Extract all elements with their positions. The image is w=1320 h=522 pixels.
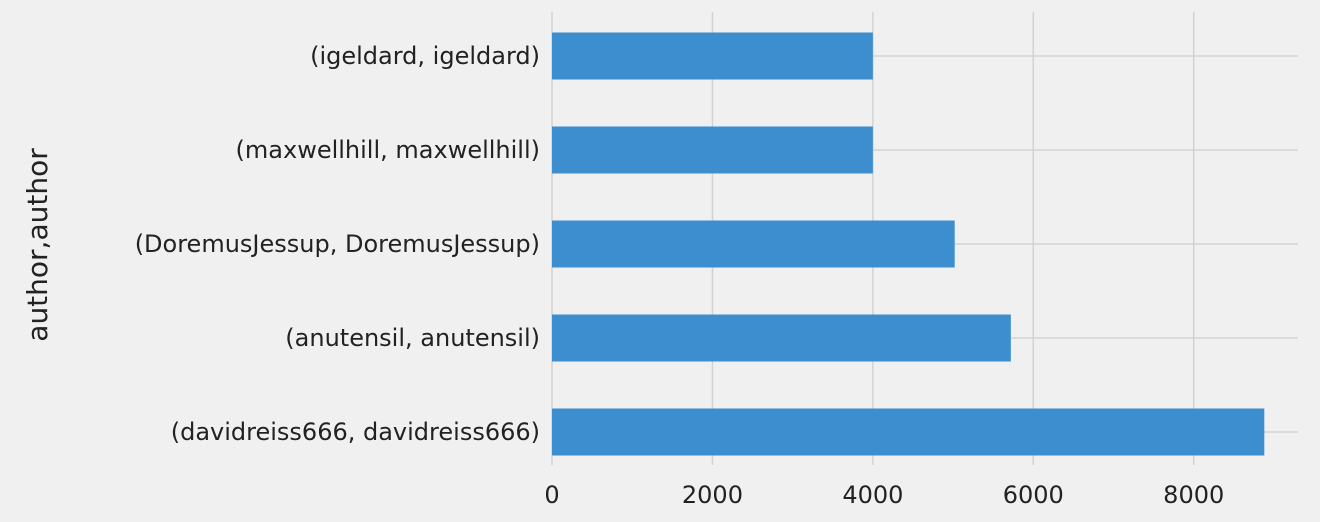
y-axis-title: author,author bbox=[21, 148, 54, 342]
x-tick-label: 8000 bbox=[1163, 481, 1224, 509]
y-tick-label: (igeldard, igeldard) bbox=[310, 42, 540, 70]
y-tick-label: (davidreiss666, davidreiss666) bbox=[171, 418, 540, 446]
bar-1 bbox=[552, 126, 873, 174]
bars bbox=[552, 32, 1265, 456]
x-tick-labels: 0 2000 4000 6000 8000 bbox=[544, 481, 1224, 509]
y-tick-label: (DoremusJessup, DoremusJessup) bbox=[135, 230, 540, 258]
y-tick-labels: (igeldard, igeldard) (maxwellhill, maxwel… bbox=[135, 42, 540, 446]
bar-0 bbox=[552, 32, 873, 80]
x-tick-label: 4000 bbox=[842, 481, 903, 509]
bar-4 bbox=[552, 408, 1265, 456]
x-tick-label: 0 bbox=[544, 481, 559, 509]
x-tick-label: 2000 bbox=[682, 481, 743, 509]
bar-3 bbox=[552, 314, 1011, 362]
x-tick-label: 6000 bbox=[1003, 481, 1064, 509]
y-tick-label: (maxwellhill, maxwellhill) bbox=[236, 136, 540, 164]
bar-2 bbox=[552, 220, 955, 268]
y-tick-label: (anutensil, anutensil) bbox=[285, 324, 540, 352]
